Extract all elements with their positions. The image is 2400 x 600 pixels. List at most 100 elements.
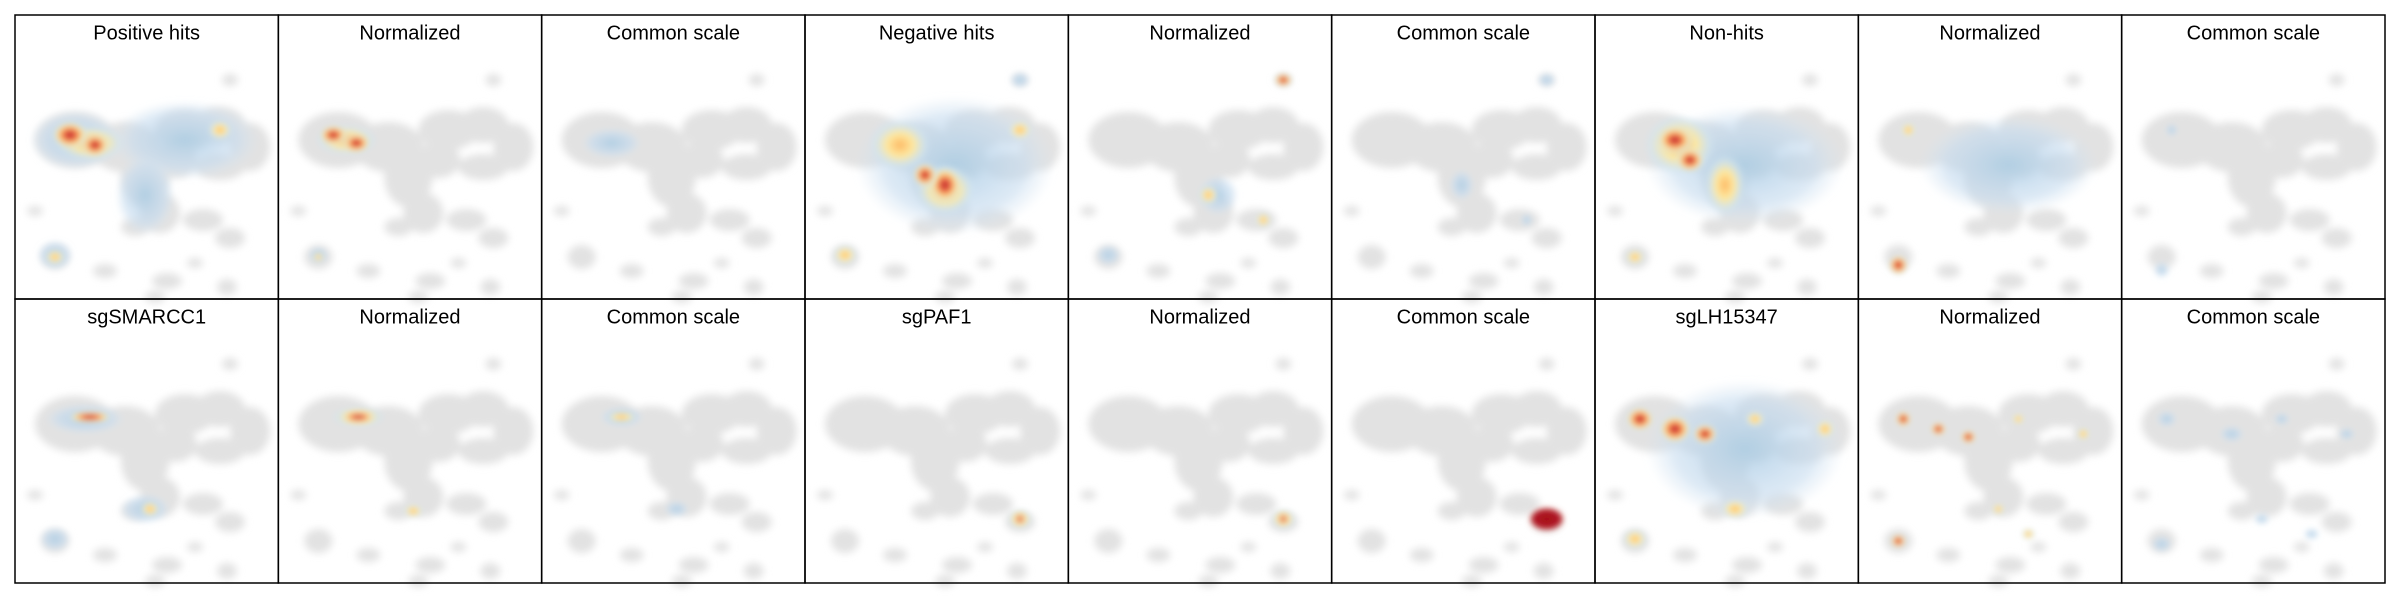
density-blob [1277, 513, 1290, 525]
density-blob [1537, 73, 1556, 87]
panel-title: Common scale [607, 306, 740, 328]
density-blob [1888, 255, 1909, 275]
density-blob [1528, 507, 1565, 531]
density-blob [1890, 534, 1907, 548]
panel-title: Normalized [1149, 306, 1250, 328]
panel: Normalized [277, 14, 543, 303]
panel-title: sgLH15347 [1676, 306, 1778, 328]
density-blob [1198, 185, 1219, 205]
panel: Normalized [1067, 14, 1333, 303]
panel-title: Normalized [1149, 22, 1250, 44]
umap-plot [554, 74, 797, 303]
density-blob [1930, 422, 1947, 436]
panel: Normalized [277, 298, 543, 587]
panel: Common scale [2120, 298, 2386, 587]
panel: Common scale [540, 14, 806, 303]
panel: Non-hits [1594, 14, 1860, 303]
density-blob [81, 133, 109, 157]
density-blob [2219, 426, 2244, 442]
density-blob [403, 504, 424, 518]
umap-plot [1870, 74, 2113, 303]
density-blob [1645, 379, 1845, 519]
density-blob [1449, 170, 1474, 200]
density-blob [1014, 513, 1026, 525]
umap-plot [1080, 73, 1323, 303]
umap-background [1344, 358, 1587, 587]
umap-plot [27, 74, 270, 303]
umap-background [290, 358, 533, 587]
density-blob [2021, 528, 2036, 540]
density-blob [68, 411, 112, 423]
panel-title: Common scale [1397, 22, 1530, 44]
density-blob [2273, 413, 2290, 425]
density-blob [2165, 124, 2178, 136]
density-blob [1659, 415, 1691, 443]
density-blob [2011, 413, 2026, 425]
panel-title: Normalized [1939, 306, 2040, 328]
panel: Positive hits [14, 14, 280, 303]
density-blob [1918, 115, 2099, 215]
panel-title: Common scale [607, 22, 740, 44]
density-blob [581, 128, 642, 158]
panel: sgPAF1 [804, 298, 1070, 587]
density-blob [1745, 411, 1765, 427]
density-blob [1721, 499, 1749, 519]
density-blob [312, 252, 325, 262]
panel: Common scale [1330, 14, 1596, 303]
density-blob [1705, 155, 1745, 215]
density-blob [664, 501, 689, 517]
panel-title: Normalized [359, 306, 460, 328]
panel-title: Positive hits [93, 22, 200, 44]
panel: Common scale [540, 298, 806, 587]
density-blob [913, 163, 937, 187]
panel-title: Common scale [2187, 306, 2320, 328]
density-blob [1676, 148, 1704, 172]
density-blob [2076, 427, 2091, 441]
density-blob [140, 501, 160, 517]
panel-title: sgSMARCC1 [87, 306, 206, 328]
density-blob [929, 167, 961, 203]
umap-background [2134, 358, 2377, 587]
density-blob [870, 120, 930, 170]
panel-title: Common scale [2187, 22, 2320, 44]
panel: Common scale [1330, 298, 1596, 587]
panel-border [2120, 298, 2386, 584]
panel-title: sgPAF1 [902, 306, 972, 328]
umap-plot [817, 72, 1060, 303]
density-blob [1008, 120, 1032, 140]
density-blob [1096, 245, 1121, 265]
panel-title: Common scale [1397, 306, 1530, 328]
density-blob [2338, 428, 2355, 440]
density-blob [340, 411, 377, 423]
panel-title: Normalized [1939, 22, 2040, 44]
density-blob [342, 133, 371, 153]
density-blob [1623, 529, 1647, 549]
density-blob [1900, 122, 1917, 138]
panel-title: Non-hits [1689, 22, 1763, 44]
umap-background [290, 74, 533, 303]
density-blob [2151, 536, 2172, 552]
density-blob [115, 155, 175, 235]
density-blob [1693, 424, 1717, 444]
density-blob [1010, 72, 1030, 88]
umap-plot [2134, 74, 2377, 303]
density-blob [2253, 513, 2270, 525]
density-blob [52, 121, 88, 149]
density-blob [2303, 528, 2320, 540]
panel: Normalized [1857, 14, 2123, 303]
density-blob [1520, 214, 1533, 226]
density-blob [319, 125, 348, 145]
umap-plot [1344, 73, 1587, 303]
umap-background [2134, 74, 2377, 303]
panel: sgLH15347 [1594, 298, 1860, 587]
panel-title: Normalized [359, 22, 460, 44]
umap-plot [1870, 358, 2113, 587]
umap-plot [290, 74, 533, 303]
umap-plot [1080, 358, 1323, 587]
umap-plot [817, 358, 1060, 587]
umap-background [554, 74, 797, 303]
umap-plot [554, 358, 797, 587]
umap-plot [2134, 358, 2377, 587]
